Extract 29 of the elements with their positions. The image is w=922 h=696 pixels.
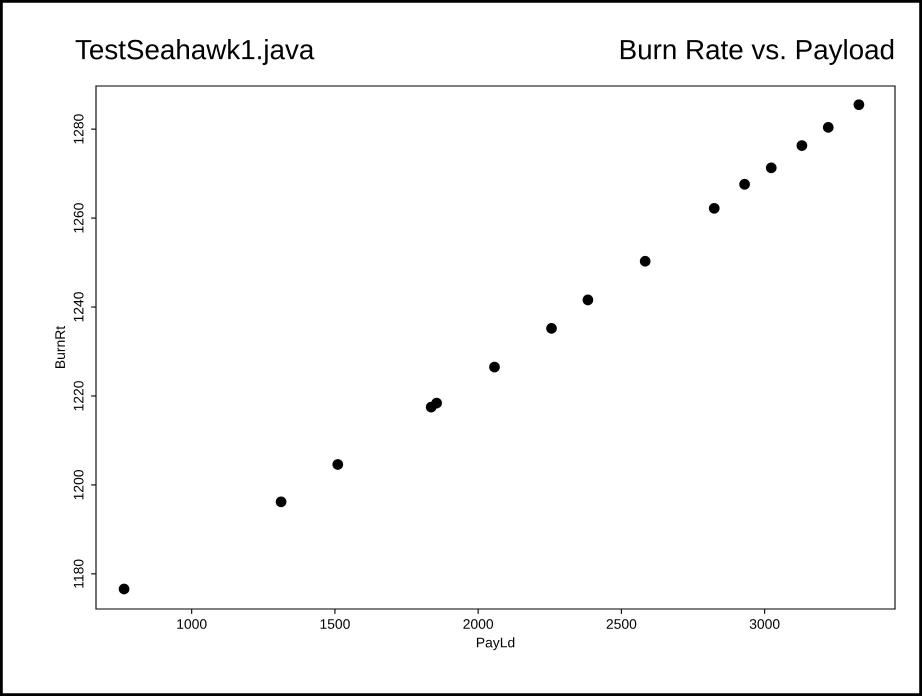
y-tick-label: 1180	[74, 559, 84, 588]
point	[582, 294, 594, 306]
point	[854, 99, 864, 110]
point	[739, 178, 750, 190]
point	[766, 162, 777, 174]
y-tick-label: 1260	[74, 203, 84, 232]
point	[640, 256, 651, 267]
point	[796, 140, 808, 151]
y-axis-title: BurnRt	[55, 326, 66, 368]
y-tick-label: 1280	[74, 114, 84, 144]
chart-title: Burn Rate vs. Payload	[620, 39, 894, 65]
y-tick-label: 1240	[74, 292, 84, 322]
point	[276, 496, 286, 508]
x-tick-label: 1500	[320, 619, 350, 629]
x-tick-label: 3000	[750, 619, 780, 629]
point	[431, 398, 442, 408]
point	[332, 459, 344, 470]
point	[708, 202, 720, 214]
x-tick-label: 2000	[463, 619, 494, 629]
x-axis-title: PayLd	[476, 637, 514, 650]
chart-subtitle: TestSeahawk1.java	[76, 39, 314, 65]
x-tick-label: 1000	[177, 619, 207, 629]
y-tick-label: 1220	[74, 381, 84, 410]
x-tick-label: 2500	[606, 619, 636, 629]
point	[489, 362, 500, 372]
point	[118, 584, 130, 594]
y-tick-label: 1200	[74, 470, 84, 500]
point	[546, 323, 557, 334]
point	[822, 122, 834, 133]
